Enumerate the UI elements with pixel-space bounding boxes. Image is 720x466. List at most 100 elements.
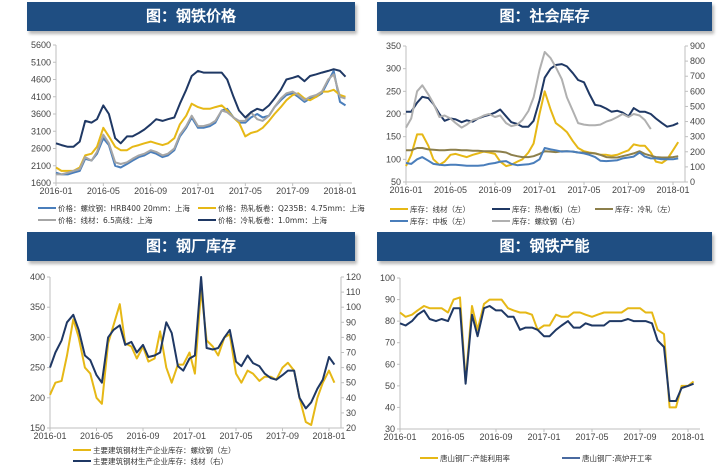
legend-label: 库存：冷轧（左） bbox=[615, 204, 675, 214]
legend-item: 唐山钢厂:产能利用率 bbox=[420, 453, 510, 463]
y2-tick-label: 600 bbox=[690, 86, 705, 96]
x-tick-label: 2016-01 bbox=[383, 432, 416, 442]
y2-tick-label: 50 bbox=[346, 378, 356, 388]
legend-item: 库存：线材（左） bbox=[390, 204, 470, 214]
x-tick-label: 2016-01 bbox=[33, 431, 66, 441]
x-tick-label: 2017-01 bbox=[181, 186, 214, 196]
y-tick-label: 350 bbox=[386, 41, 401, 51]
legend-item: 主要建筑钢材生产企业库存：线材（右） bbox=[73, 456, 228, 466]
legend-label: 价格：冷轧板卷：1.0mm：上海 bbox=[218, 215, 328, 225]
x-tick-label: 2017-01 bbox=[173, 431, 206, 441]
y-tick-label: 4600 bbox=[31, 75, 51, 85]
y-tick-label: 5100 bbox=[31, 57, 51, 67]
y2-tick-label: 20 bbox=[346, 423, 356, 433]
y-tick-label: 200 bbox=[30, 393, 45, 403]
legend-swatch bbox=[73, 448, 91, 452]
y-tick-label: 50 bbox=[391, 177, 401, 187]
panel-title-steel-capacity: 图：钢铁产能 bbox=[377, 232, 712, 261]
legend-item: 库存：冷轧（左） bbox=[595, 204, 675, 214]
legend-item: 主要建筑钢材生产企业库存：螺纹钢（左） bbox=[73, 445, 236, 455]
legend-swatch bbox=[198, 218, 216, 222]
legend-label: 唐山钢厂:高炉开工率 bbox=[582, 453, 653, 463]
series-line-0-2 bbox=[56, 73, 346, 176]
legend-swatch bbox=[38, 218, 56, 222]
legend-swatch bbox=[390, 219, 408, 223]
y-tick-label: 80 bbox=[385, 316, 395, 326]
x-tick-label: 2017-05 bbox=[575, 432, 608, 442]
legend-swatch bbox=[562, 456, 580, 460]
y2-tick-label: 400 bbox=[690, 117, 705, 127]
legend-label: 库存：螺纹钢（右） bbox=[512, 216, 580, 226]
y2-tick-label: 200 bbox=[690, 147, 705, 157]
x-tick-label: 2018-01 bbox=[671, 432, 704, 442]
x-tick-label: 2017-09 bbox=[276, 186, 309, 196]
x-tick-label: 2017-01 bbox=[523, 185, 556, 195]
x-tick-label: 2017-09 bbox=[266, 431, 299, 441]
y2-tick-label: 120 bbox=[346, 272, 361, 282]
legend-item: 价格：线材：6.5高线：上海 bbox=[38, 215, 152, 225]
y2-tick-label: 900 bbox=[690, 41, 705, 51]
y-tick-label: 100 bbox=[386, 154, 401, 164]
x-tick-label: 2016-01 bbox=[39, 186, 72, 196]
legend-swatch bbox=[73, 459, 91, 463]
x-tick-label: 2017-09 bbox=[623, 432, 656, 442]
y-tick-label: 100 bbox=[380, 273, 395, 283]
x-tick-label: 2018-01 bbox=[656, 185, 689, 195]
legend-label: 价格：热轧板卷：Q235B：4.75mm：上海 bbox=[218, 203, 365, 213]
y-tick-label: 400 bbox=[30, 272, 45, 282]
y-tick-label: 30 bbox=[385, 424, 395, 434]
x-tick-label: 2017-05 bbox=[219, 431, 252, 441]
y-tick-label: 150 bbox=[30, 423, 45, 433]
x-tick-label: 2017-09 bbox=[612, 185, 645, 195]
series-line-0-3 bbox=[55, 68, 347, 148]
y2-tick-label: 80 bbox=[346, 332, 356, 342]
y-tick-label: 2600 bbox=[31, 144, 51, 154]
x-tick-label: 2017-01 bbox=[527, 432, 560, 442]
y2-tick-label: 30 bbox=[346, 408, 356, 418]
x-tick-label: 2017-05 bbox=[567, 185, 600, 195]
legend-swatch bbox=[492, 207, 510, 211]
x-tick-label: 2016-05 bbox=[434, 185, 467, 195]
series-line-3-1 bbox=[399, 305, 694, 402]
y2-tick-label: 500 bbox=[690, 101, 705, 111]
legend-item: 库存：螺纹钢（右） bbox=[492, 216, 580, 226]
y2-tick-label: 90 bbox=[346, 317, 356, 327]
y2-tick-label: 100 bbox=[346, 302, 361, 312]
x-tick-label: 2016-09 bbox=[134, 186, 167, 196]
legend-item: 价格：冷轧板卷：1.0mm：上海 bbox=[198, 215, 327, 225]
series-line-1-0 bbox=[405, 90, 680, 168]
x-tick-label: 2016-05 bbox=[431, 432, 464, 442]
y-tick-label: 350 bbox=[30, 302, 45, 312]
y-tick-label: 4100 bbox=[31, 92, 51, 102]
y-tick-label: 40 bbox=[385, 402, 395, 412]
legend-item: 价格：螺纹钢：HRB400 20mm：上海 bbox=[38, 203, 190, 213]
y-tick-label: 90 bbox=[385, 295, 395, 305]
panel-title-social-inventory: 图：社会库存 bbox=[377, 2, 712, 31]
y-tick-label: 50 bbox=[385, 381, 395, 391]
x-tick-label: 2016-01 bbox=[389, 185, 422, 195]
x-tick-label: 2017-05 bbox=[229, 186, 262, 196]
y2-tick-label: 40 bbox=[346, 393, 356, 403]
x-tick-label: 2016-05 bbox=[87, 186, 120, 196]
legend-item: 库存：热卷(板)（左） bbox=[492, 204, 585, 214]
series-line-0-0 bbox=[55, 69, 347, 176]
legend-label: 库存：线材（左） bbox=[410, 204, 470, 214]
x-tick-label: 2016-09 bbox=[479, 432, 512, 442]
series-line-2-0 bbox=[49, 288, 336, 426]
y-tick-label: 250 bbox=[386, 86, 401, 96]
y2-tick-label: 800 bbox=[690, 56, 705, 66]
legend-label: 主要建筑钢材生产企业库存：螺纹钢（左） bbox=[93, 445, 236, 455]
y-tick-label: 2100 bbox=[31, 161, 51, 171]
x-tick-label: 2018-01 bbox=[323, 186, 356, 196]
y2-tick-label: 110 bbox=[346, 287, 360, 297]
y-tick-label: 70 bbox=[385, 338, 395, 348]
series-line-0-1 bbox=[55, 88, 346, 172]
legend-label: 库存：中板（左） bbox=[410, 216, 470, 226]
y2-tick-label: 70 bbox=[346, 348, 356, 358]
legend-swatch bbox=[198, 206, 216, 210]
y-tick-label: 1600 bbox=[31, 178, 51, 188]
y-tick-label: 3100 bbox=[31, 126, 51, 136]
legend-swatch bbox=[492, 219, 510, 223]
